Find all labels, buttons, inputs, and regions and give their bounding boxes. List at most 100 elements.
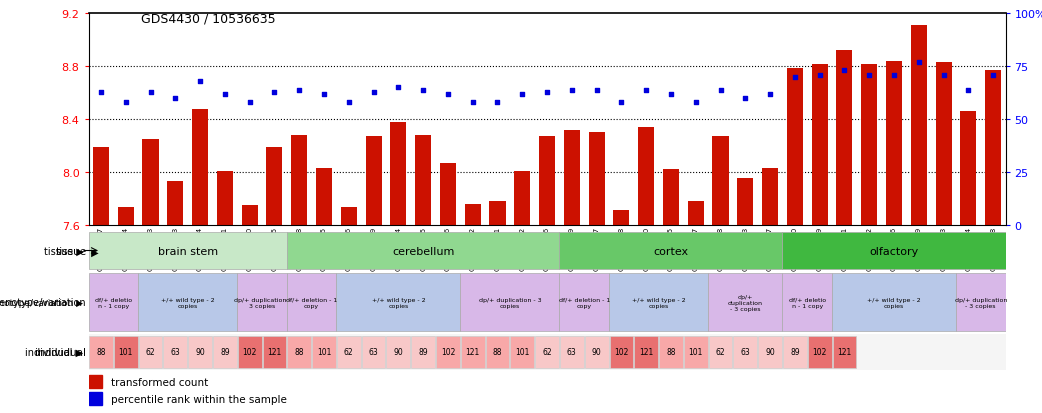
- Point: [638, 87, 654, 94]
- Bar: [985, 71, 1001, 225]
- Bar: [609, 274, 709, 331]
- Bar: [783, 232, 1006, 270]
- Point: [390, 85, 406, 91]
- Text: 90: 90: [592, 348, 601, 356]
- Bar: [783, 336, 807, 368]
- Text: 102: 102: [441, 348, 455, 356]
- Text: 101: 101: [119, 348, 133, 356]
- Text: dp/+ duplication - 3
copies: dp/+ duplication - 3 copies: [478, 297, 541, 308]
- Point: [936, 72, 952, 79]
- Text: +/+ wild type - 2
copies: +/+ wild type - 2 copies: [631, 297, 686, 308]
- Bar: [961, 112, 976, 225]
- Text: 102: 102: [243, 348, 256, 356]
- Bar: [511, 336, 535, 368]
- Bar: [787, 69, 803, 225]
- Bar: [560, 336, 584, 368]
- Bar: [436, 336, 460, 368]
- Point: [911, 59, 927, 66]
- Bar: [589, 133, 604, 225]
- Point: [861, 72, 877, 79]
- Bar: [412, 336, 435, 368]
- Text: 63: 63: [369, 348, 378, 356]
- Text: cerebellum: cerebellum: [392, 246, 454, 256]
- Bar: [808, 336, 832, 368]
- Bar: [89, 375, 102, 388]
- Bar: [287, 232, 560, 270]
- Text: df/+ deletion - 1
copy: df/+ deletion - 1 copy: [286, 297, 338, 308]
- Point: [688, 100, 704, 106]
- Bar: [709, 274, 783, 331]
- Point: [489, 100, 505, 106]
- Bar: [164, 336, 188, 368]
- Bar: [514, 171, 530, 225]
- Text: 101: 101: [317, 348, 331, 356]
- Bar: [93, 147, 109, 225]
- Text: brain stem: brain stem: [157, 246, 218, 256]
- Point: [960, 87, 976, 94]
- Point: [341, 100, 357, 106]
- Text: 88: 88: [493, 348, 502, 356]
- Bar: [861, 64, 877, 225]
- Text: percentile rank within the sample: percentile rank within the sample: [111, 394, 288, 404]
- Bar: [833, 274, 956, 331]
- Bar: [713, 137, 728, 225]
- Bar: [288, 336, 312, 368]
- Bar: [313, 336, 336, 368]
- Bar: [287, 274, 337, 331]
- Bar: [709, 336, 733, 368]
- Bar: [267, 147, 282, 225]
- Bar: [956, 274, 1006, 331]
- Text: individual ▶: individual ▶: [25, 347, 83, 357]
- Text: 90: 90: [195, 348, 205, 356]
- Point: [985, 72, 1001, 79]
- Bar: [238, 336, 262, 368]
- Bar: [89, 232, 287, 270]
- Point: [737, 95, 753, 102]
- Point: [440, 91, 456, 98]
- Bar: [114, 336, 138, 368]
- Text: transformed count: transformed count: [111, 377, 208, 387]
- Text: 62: 62: [542, 348, 552, 356]
- Bar: [89, 392, 102, 405]
- Point: [142, 89, 158, 96]
- Bar: [217, 171, 233, 225]
- Text: 90: 90: [765, 348, 775, 356]
- Bar: [362, 336, 386, 368]
- Point: [613, 100, 629, 106]
- Text: 121: 121: [838, 348, 851, 356]
- Text: 90: 90: [394, 348, 403, 356]
- Text: GDS4430 / 10536635: GDS4430 / 10536635: [141, 12, 275, 25]
- Point: [291, 87, 307, 94]
- Point: [812, 72, 828, 79]
- Text: +/+ wild type - 2
copies: +/+ wild type - 2 copies: [867, 297, 921, 308]
- Point: [886, 72, 902, 79]
- Bar: [911, 26, 926, 225]
- Bar: [263, 336, 287, 368]
- Bar: [291, 135, 307, 225]
- Point: [192, 78, 208, 85]
- Bar: [610, 336, 634, 368]
- Bar: [465, 204, 480, 225]
- Text: 88: 88: [96, 348, 105, 356]
- Point: [787, 74, 803, 81]
- Text: genotype/variation: genotype/variation: [0, 297, 86, 308]
- Bar: [734, 336, 758, 368]
- Point: [415, 87, 431, 94]
- Bar: [585, 336, 609, 368]
- Text: 63: 63: [741, 348, 750, 356]
- Text: 121: 121: [639, 348, 653, 356]
- Text: 101: 101: [515, 348, 529, 356]
- Bar: [118, 208, 133, 225]
- Text: 88: 88: [666, 348, 675, 356]
- Text: 89: 89: [220, 348, 229, 356]
- Bar: [391, 122, 406, 225]
- Bar: [440, 163, 456, 225]
- Text: olfactory: olfactory: [869, 246, 919, 256]
- Bar: [635, 336, 659, 368]
- Bar: [387, 336, 411, 368]
- Text: 62: 62: [344, 348, 353, 356]
- Text: df/+ deletion - 1
copy: df/+ deletion - 1 copy: [559, 297, 610, 308]
- Text: dp/+
duplication
- 3 copies: dp/+ duplication - 3 copies: [727, 294, 763, 311]
- Text: dp/+ duplication
- 3 copies: dp/+ duplication - 3 copies: [954, 297, 1007, 308]
- Point: [366, 89, 382, 96]
